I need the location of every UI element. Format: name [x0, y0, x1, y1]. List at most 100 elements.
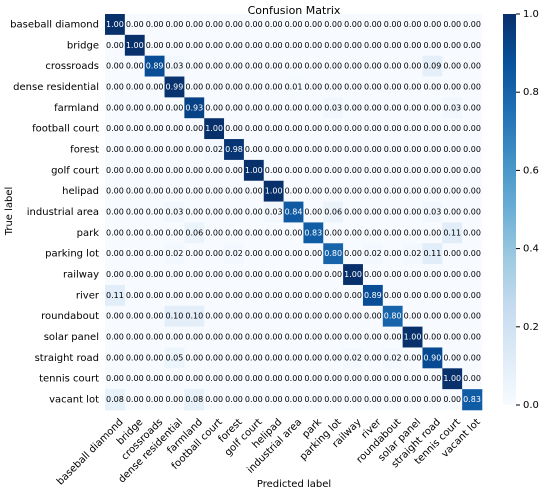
heatmap-cell — [442, 97, 463, 119]
heatmap-cell — [243, 118, 265, 140]
cell-label: 0.00 — [443, 312, 461, 321]
cell-label: 0.00 — [225, 166, 243, 175]
colorbar-tick-label: 1.0 — [523, 9, 539, 20]
cell-label: 0.90 — [423, 353, 441, 362]
cell-label: 0.00 — [166, 124, 184, 133]
heatmap-cell — [382, 326, 403, 348]
cell-label: 0.00 — [245, 228, 263, 237]
cell-label: 0.00 — [404, 374, 422, 383]
heatmap-cell — [462, 118, 483, 140]
cell-label: 0.00 — [285, 20, 303, 29]
heatmap-cell — [362, 180, 384, 202]
cell-label: 0.00 — [205, 312, 223, 321]
cell-label: 0.00 — [146, 291, 164, 300]
cell-label: 0.00 — [423, 312, 441, 321]
cell-label: 0.00 — [443, 395, 461, 404]
cell-label: 0.00 — [364, 103, 382, 112]
heatmap-cell — [323, 97, 344, 119]
cell-label: 0.00 — [245, 353, 263, 362]
cell-label: 0.00 — [285, 166, 303, 175]
heatmap-cell — [124, 347, 145, 369]
cell-label: 0.00 — [304, 333, 322, 342]
cell-label: 0.00 — [384, 62, 402, 71]
cell-label: 0.00 — [384, 187, 402, 196]
heatmap-cell — [323, 139, 344, 161]
cell-label: 0.00 — [324, 41, 342, 50]
heatmap-cell — [422, 118, 443, 140]
heatmap-cell — [105, 139, 126, 161]
cell-label: 0.00 — [285, 291, 303, 300]
cell-label: 0.00 — [285, 103, 303, 112]
cell-label: 0.00 — [404, 166, 422, 175]
cell-label: 0.00 — [324, 333, 342, 342]
heatmap-cell — [343, 326, 364, 348]
cell-label: 0.00 — [324, 395, 342, 404]
heatmap-cell — [343, 159, 364, 182]
heatmap-cell — [462, 326, 483, 348]
heatmap-cell — [124, 76, 145, 98]
heatmap-cell — [164, 368, 185, 390]
heatmap-cell — [303, 305, 324, 327]
heatmap-cell — [243, 284, 265, 307]
heatmap-cell — [343, 389, 364, 411]
heatmap-cell — [462, 55, 483, 77]
cell-label: 0.00 — [404, 270, 422, 279]
cell-label: 0.00 — [344, 124, 362, 133]
cell-label: 0.00 — [126, 333, 144, 342]
cell-label: 1.00 — [443, 374, 461, 383]
cell-label: 0.00 — [404, 312, 422, 321]
y-tick-label: forest — [70, 144, 99, 155]
cell-label: 0.00 — [404, 82, 422, 91]
heatmap-cell — [243, 201, 265, 223]
cell-label: 0.00 — [166, 103, 184, 112]
y-tick-label: baseball diamond — [10, 19, 99, 30]
cell-label: 0.10 — [166, 312, 184, 321]
heatmap-cell — [462, 222, 483, 244]
cell-label: 0.00 — [423, 374, 441, 383]
cell-label: 0.02 — [384, 353, 402, 362]
cell-label: 0.00 — [106, 62, 124, 71]
cell-label: 0.00 — [304, 208, 322, 217]
heatmap-cell — [204, 368, 225, 390]
cell-label: 0.00 — [146, 41, 164, 50]
heatmap-cell — [462, 305, 483, 327]
cell-label: 0.11 — [423, 249, 441, 258]
cell-label: 0.00 — [185, 41, 203, 50]
cell-label: 0.00 — [185, 249, 203, 258]
cell-label: 0.00 — [245, 395, 263, 404]
heatmap-cell — [442, 159, 463, 182]
heatmap-cell — [382, 201, 403, 223]
heatmap-cell — [164, 222, 185, 244]
heatmap-cell — [105, 305, 126, 327]
cell-label: 0.00 — [304, 395, 322, 404]
heatmap-cell — [422, 305, 443, 327]
heatmap-cell — [204, 284, 225, 307]
cell-label: 0.00 — [245, 41, 263, 50]
heatmap-cell — [362, 201, 384, 223]
heatmap-cell — [382, 264, 403, 286]
cell-label: 0.00 — [205, 374, 223, 383]
cell-label: 0.00 — [344, 82, 362, 91]
cell-label: 0.00 — [443, 187, 461, 196]
heatmap-cell — [124, 34, 145, 56]
cell-label: 0.00 — [265, 374, 283, 383]
cell-label: 0.00 — [443, 166, 461, 175]
heatmap-cell — [422, 222, 443, 244]
cell-label: 0.02 — [404, 249, 422, 258]
heatmap-cell — [303, 76, 324, 98]
cell-label: 0.00 — [443, 20, 461, 29]
cell-label: 0.00 — [185, 145, 203, 154]
cell-label: 0.00 — [423, 270, 441, 279]
heatmap-cell — [164, 243, 185, 265]
heatmap-cell — [164, 264, 185, 286]
heatmap-cell — [105, 180, 126, 202]
heatmap-cell — [283, 222, 304, 244]
heatmap-cell — [124, 201, 145, 223]
cell-label: 0.00 — [146, 312, 164, 321]
cell-label: 0.00 — [384, 208, 402, 217]
cell-label: 0.00 — [304, 312, 322, 321]
cell-label: 0.00 — [146, 208, 164, 217]
heatmap-cell — [105, 264, 126, 286]
cell-label: 0.00 — [225, 270, 243, 279]
